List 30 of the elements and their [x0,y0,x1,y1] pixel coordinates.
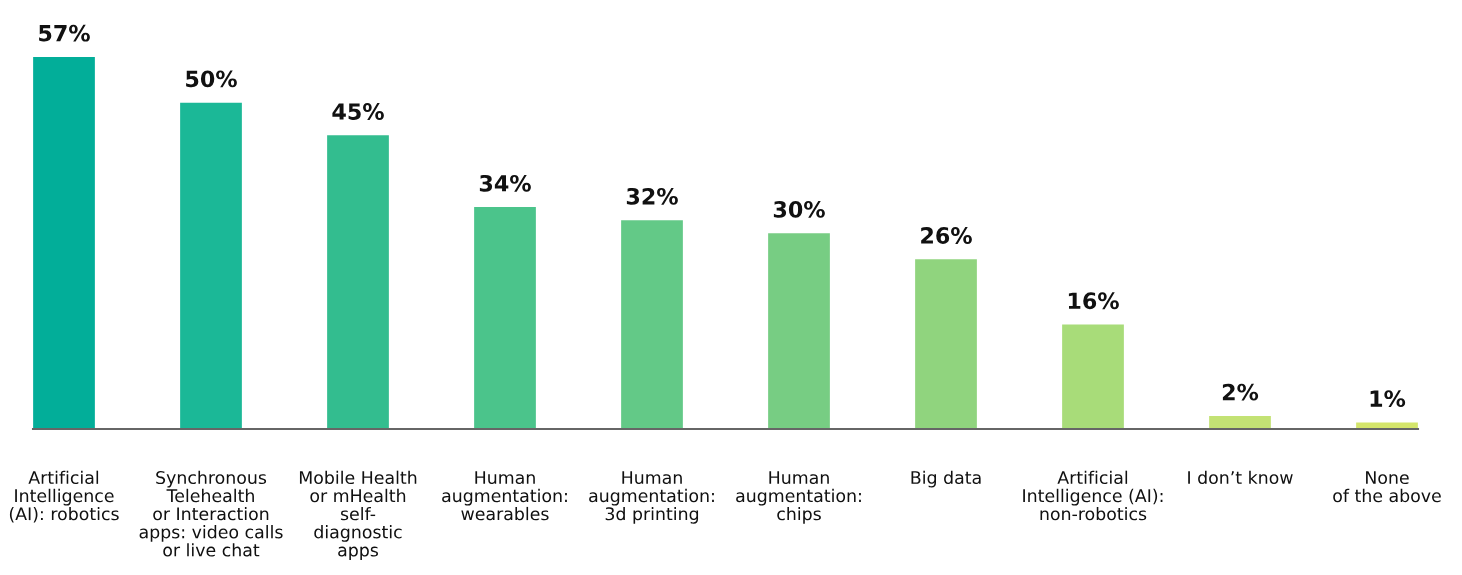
bar [474,207,536,429]
bar [327,135,389,429]
x-tick-label: I don’t know [1188,470,1293,485]
x-tick-label: None of the above [1333,471,1441,503]
data-label: 34% [479,174,531,192]
x-tick-label: Human augmentation: chips [736,471,861,524]
bar [768,233,830,429]
data-label: 50% [186,70,237,88]
bar [33,57,95,429]
data-label: 16% [1068,292,1119,310]
bar [1062,324,1124,429]
x-tick-label: Synchronous Telehealth or Interaction apps: video calls or live chat [139,470,283,557]
bar [1209,415,1271,429]
data-label: 1% [1370,390,1406,408]
x-tick-label: Mobile Health or mHealth self- diagnostic apps [299,470,417,560]
x-tick-label: Big data [911,470,981,488]
x-tick-label: Human augmentation: wearables [442,471,567,521]
data-label: 30% [773,200,825,218]
bar [621,220,683,429]
bar [915,259,977,429]
data-label: 45% [332,103,384,120]
data-label: 26% [921,227,972,244]
data-label: 32% [626,187,678,205]
bar [180,102,242,429]
x-tick-label: Human augmentation: 3d printing [589,471,714,524]
bar [1356,422,1418,429]
x-tick-label: Artificial Intelligence (AI): robotics [9,470,119,523]
data-label: 2% [1222,383,1259,401]
data-label: 57% [39,24,90,42]
x-tick-label: Artificial Intelligence (AI): non-robotics [1023,470,1163,521]
